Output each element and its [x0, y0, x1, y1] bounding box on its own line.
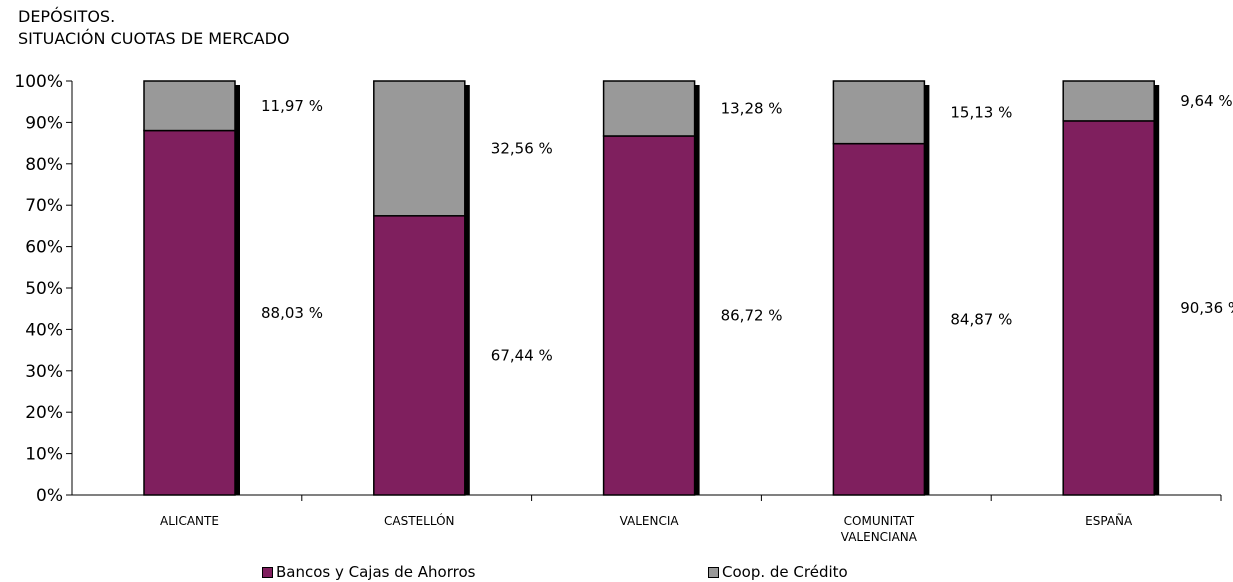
bar-coop — [373, 80, 466, 217]
legend-item-bancos: Bancos y Cajas de Ahorros — [262, 562, 475, 582]
data-label-bancos: 90,36 % — [1180, 299, 1233, 317]
y-tick-label: 80% — [25, 155, 63, 175]
chart-legend: Bancos y Cajas de Ahorros Coop. de Crédi… — [0, 562, 1233, 582]
legend-item-coop: Coop. de Crédito — [708, 562, 848, 582]
bar-bancos — [143, 129, 236, 496]
legend-label-coop: Coop. de Crédito — [722, 563, 848, 581]
y-tick-label: 20% — [25, 403, 63, 423]
chart-title-block: DEPÓSITOS. SITUACIÓN CUOTAS DE MERCADO — [18, 6, 290, 50]
bar-coop — [1062, 80, 1155, 122]
bar-coop — [602, 80, 696, 137]
x-tick-label: ALICANTE — [160, 514, 219, 528]
data-label-bancos: 86,72 % — [721, 306, 783, 324]
y-tick-label: 60% — [25, 238, 63, 258]
data-label-bancos: 88,03 % — [261, 304, 323, 322]
bar-shadow — [694, 85, 700, 495]
y-tick-label: 70% — [25, 196, 63, 216]
chart-subtitle: SITUACIÓN CUOTAS DE MERCADO — [18, 29, 290, 48]
bar-coop — [143, 80, 236, 132]
legend-label-bancos: Bancos y Cajas de Ahorros — [276, 563, 476, 581]
bar-bancos — [1062, 120, 1155, 496]
y-tick-label: 30% — [25, 362, 63, 382]
bar-bancos — [373, 215, 466, 496]
x-tick-label: VALENCIANA — [841, 530, 918, 544]
bar-bancos — [832, 142, 926, 496]
y-tick-label: 0% — [36, 486, 63, 506]
bar-shadow — [235, 85, 240, 495]
bar-bancos — [602, 135, 696, 496]
data-label-coop: 11,97 % — [261, 97, 323, 115]
bar-shadow — [464, 85, 470, 495]
y-tick-label: 40% — [25, 320, 63, 340]
x-tick-label: CASTELLÓN — [384, 513, 454, 528]
data-label-bancos: 67,44 % — [491, 346, 553, 364]
x-tick-label: VALENCIA — [620, 514, 680, 528]
x-tick-label: COMUNITAT — [844, 514, 915, 528]
data-label-bancos: 84,87 % — [950, 310, 1012, 328]
y-tick-label: 100% — [14, 72, 63, 92]
legend-swatch-bancos — [262, 566, 273, 578]
bar-shadow — [924, 85, 930, 495]
data-label-coop: 15,13 % — [950, 103, 1012, 121]
stacked-bar-chart: 0% 10% 20% 30% 40% 50% 60% 70% 80% 90% 100% 88,03 %… — [14, 72, 1233, 544]
y-tick-label: 90% — [25, 113, 63, 133]
bar-coop — [832, 80, 926, 145]
data-label-coop: 9,64 % — [1180, 92, 1232, 110]
data-label-coop: 32,56 % — [491, 139, 553, 157]
y-tick-label: 10% — [25, 445, 63, 465]
legend-swatch-coop — [708, 566, 719, 578]
bar-shadow — [1154, 85, 1160, 495]
x-tick-label: ESPAÑA — [1085, 513, 1133, 528]
y-tick-label: 50% — [25, 279, 63, 299]
data-label-coop: 13,28 % — [721, 99, 783, 117]
chart-title: DEPÓSITOS. — [18, 7, 116, 26]
